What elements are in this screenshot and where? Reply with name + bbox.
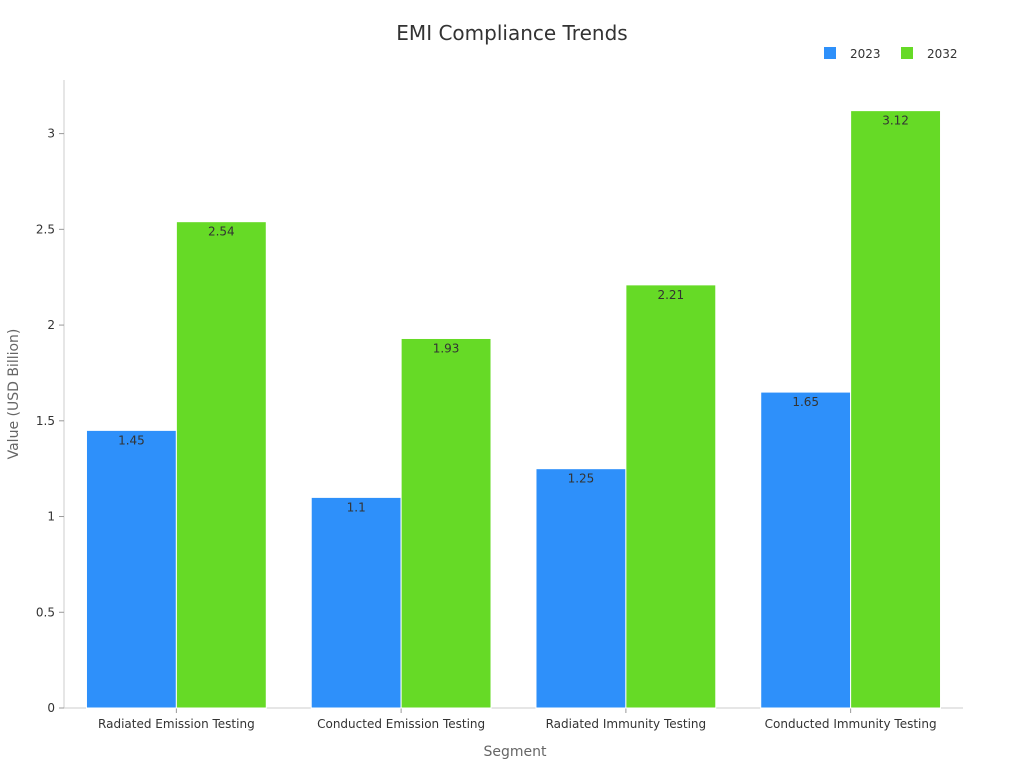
data-labels: 1.45 2.54 1.1 1.93 1.25 2.21 1.65 3.12	[118, 114, 909, 515]
bar-2032-1	[175, 221, 267, 709]
data-label-2032-2: 1.93	[433, 341, 460, 355]
bar-2032-4	[850, 110, 942, 709]
data-label-2023-2: 1.1	[347, 500, 366, 514]
data-label-2032-3: 2.21	[657, 288, 684, 302]
y-tick-label: 3	[47, 127, 55, 141]
y-tick-label: 2.5	[36, 222, 55, 236]
bar-2023-1	[85, 429, 177, 709]
x-tick-label: Radiated Immunity Testing	[546, 717, 707, 731]
data-label-2023-1: 1.45	[118, 433, 145, 447]
bars	[85, 110, 942, 709]
legend-label-2032: 2032	[927, 47, 958, 61]
legend-label-2023: 2023	[850, 47, 881, 61]
y-tick-label: 1.5	[36, 414, 55, 428]
bar-2023-3	[535, 468, 627, 709]
bar-2023-2	[310, 496, 402, 709]
x-axis-title: Segment	[484, 744, 548, 760]
x-axis-ticks: Radiated Emission Testing Conducted Emiss…	[98, 708, 937, 731]
legend-swatch-2023	[824, 47, 836, 59]
x-tick-label: Conducted Immunity Testing	[765, 717, 937, 731]
legend-swatch-2032	[901, 47, 913, 59]
y-axis-title: Value (USD Billion)	[6, 329, 22, 460]
data-label-2032-4: 3.12	[882, 114, 909, 128]
legend: 2023 2032	[824, 47, 958, 61]
data-label-2032-1: 2.54	[208, 225, 235, 239]
bar-2032-2	[400, 337, 492, 709]
data-label-2023-4: 1.65	[792, 395, 819, 409]
x-tick-label: Radiated Emission Testing	[98, 717, 255, 731]
y-tick-label: 0	[47, 701, 55, 715]
y-tick-label: 2	[47, 318, 55, 332]
y-axis-ticks: 0 0.5 1 1.5 2 2.5 3	[36, 127, 64, 715]
bar-2032-3	[625, 284, 717, 709]
x-tick-label: Conducted Emission Testing	[317, 717, 485, 731]
y-tick-label: 0.5	[36, 605, 55, 619]
data-label-2023-3: 1.25	[568, 472, 595, 486]
chart-title: EMI Compliance Trends	[396, 21, 627, 45]
y-tick-label: 1	[47, 510, 55, 524]
bar-2023-4	[760, 391, 852, 709]
